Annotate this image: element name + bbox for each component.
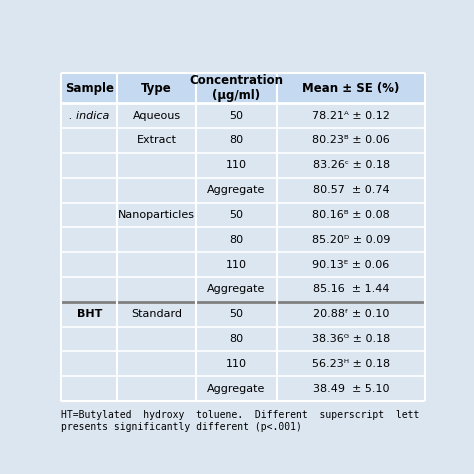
Text: Extract: Extract	[137, 136, 176, 146]
Bar	[61, 103, 425, 128]
Text: 110: 110	[226, 260, 247, 270]
Text: Aggregate: Aggregate	[207, 284, 266, 294]
Text: 80.23ᴮ ± 0.06: 80.23ᴮ ± 0.06	[312, 136, 390, 146]
Text: 50: 50	[229, 110, 244, 121]
Bar	[61, 327, 425, 351]
Text: Aggregate: Aggregate	[207, 383, 266, 393]
Bar	[61, 73, 425, 103]
Text: 80: 80	[229, 235, 244, 245]
Text: 56.23ᴴ ± 0.18: 56.23ᴴ ± 0.18	[312, 359, 390, 369]
Text: 90.13ᴱ ± 0.06: 90.13ᴱ ± 0.06	[312, 260, 390, 270]
Text: Aggregate: Aggregate	[207, 185, 266, 195]
Text: BHT: BHT	[77, 309, 102, 319]
Bar	[61, 252, 425, 277]
Text: 80.16ᴮ ± 0.08: 80.16ᴮ ± 0.08	[312, 210, 390, 220]
Text: 80.57  ± 0.74: 80.57 ± 0.74	[313, 185, 390, 195]
Bar	[61, 351, 425, 376]
Text: 110: 110	[226, 359, 247, 369]
Text: Nanoparticles: Nanoparticles	[118, 210, 195, 220]
Text: Concentration
(μg/ml): Concentration (μg/ml)	[190, 74, 283, 102]
Bar	[61, 153, 425, 178]
Text: 85.20ᴰ ± 0.09: 85.20ᴰ ± 0.09	[312, 235, 390, 245]
Text: Standard: Standard	[131, 309, 182, 319]
Text: 85.16  ± 1.44: 85.16 ± 1.44	[313, 284, 389, 294]
Text: 50: 50	[229, 210, 244, 220]
Text: 38.36ᴳ ± 0.18: 38.36ᴳ ± 0.18	[312, 334, 390, 344]
Text: Mean ± SE (%): Mean ± SE (%)	[302, 82, 400, 95]
Text: 110: 110	[226, 160, 247, 170]
Bar	[61, 277, 425, 302]
Text: Aqueous: Aqueous	[133, 110, 181, 121]
Bar	[61, 376, 425, 401]
Bar	[61, 302, 425, 327]
Text: 83.26ᶜ ± 0.18: 83.26ᶜ ± 0.18	[312, 160, 390, 170]
Bar	[61, 178, 425, 202]
Text: 20.88ᶠ ± 0.10: 20.88ᶠ ± 0.10	[313, 309, 389, 319]
Text: 38.49  ± 5.10: 38.49 ± 5.10	[313, 383, 389, 393]
Text: 50: 50	[229, 309, 244, 319]
Text: 80: 80	[229, 334, 244, 344]
Text: Type: Type	[141, 82, 172, 95]
Text: 80: 80	[229, 136, 244, 146]
Bar	[61, 228, 425, 252]
Bar	[61, 202, 425, 228]
Text: . indica: . indica	[69, 110, 109, 121]
Text: 78.21ᴬ ± 0.12: 78.21ᴬ ± 0.12	[312, 110, 390, 121]
Text: Sample: Sample	[65, 82, 114, 95]
Bar	[61, 128, 425, 153]
Text: HT=Butylated  hydroxy  toluene.  Different  superscript  lett
presents significa: HT=Butylated hydroxy toluene. Different …	[61, 410, 419, 432]
